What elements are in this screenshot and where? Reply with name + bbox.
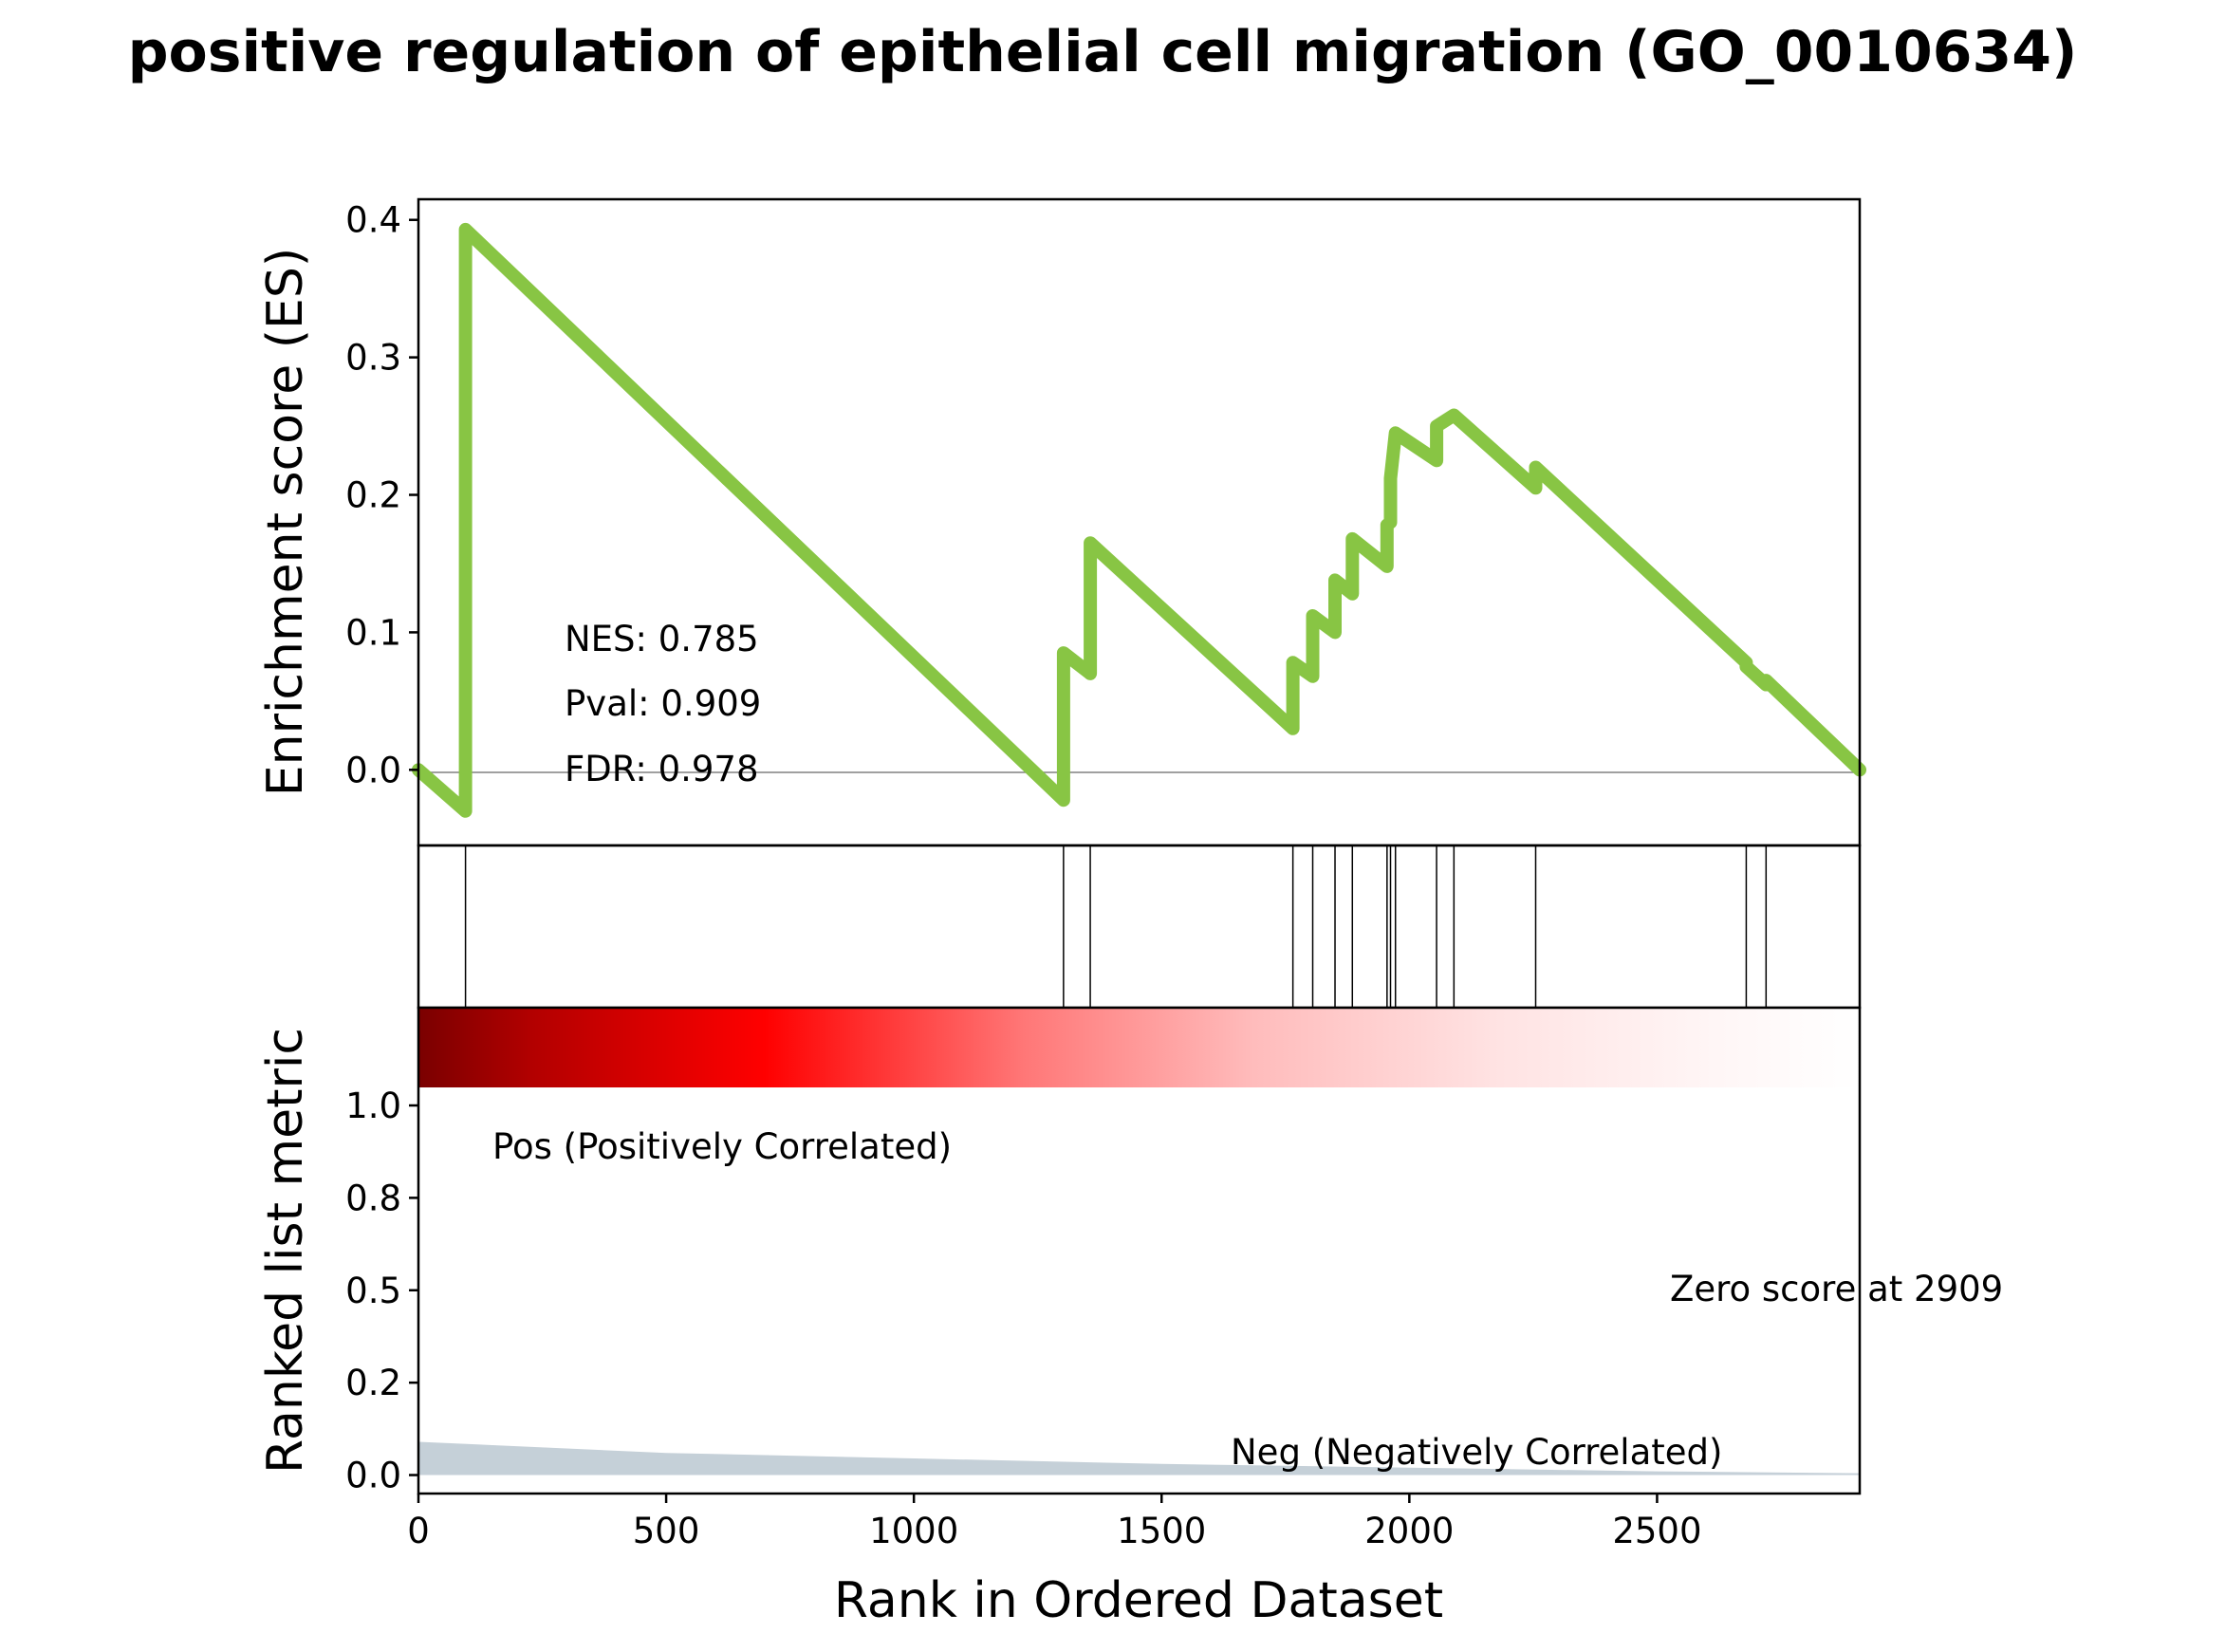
- hit-marks: [464, 845, 1768, 1008]
- es-y-ticks: 0.0 0.1 0.2 0.3 0.4: [345, 200, 418, 790]
- x-ticks: 0 500 1000 1500 2000 2500: [407, 1494, 1702, 1551]
- x-tick-label: 500: [633, 1511, 700, 1551]
- es-y-tick-label: 0.1: [345, 612, 401, 653]
- es-y-tick-label: 0.0: [345, 750, 401, 790]
- pos-label: Pos (Positively Correlated): [492, 1126, 952, 1167]
- rank-panel: 0.0 0.2 0.5 0.8 1.0 Pos (Positively Correlat…: [257, 1006, 2003, 1496]
- hits-panel-frame: [417, 844, 1862, 1010]
- rank-y-ticks: 0.0 0.2 0.5 0.8 1.0: [345, 1086, 418, 1496]
- x-axis-label: Rank in Ordered Dataset: [834, 1572, 1443, 1629]
- pval-annotation: Pval: 0.909: [565, 683, 761, 724]
- es-series-line: [412, 222, 1866, 818]
- neg-label: Neg (Negatively Correlated): [1231, 1432, 1722, 1473]
- es-y-tick-label: 0.2: [345, 475, 401, 516]
- ranked-metric-area: [418, 1441, 1860, 1476]
- hits-panel: [417, 844, 1862, 1010]
- rank-y-tick-label: 0.2: [345, 1363, 401, 1403]
- es-panel: 0.0 0.1 0.2 0.3 0.4 NES: 0.785 Pval: 0.909 F…: [257, 197, 1866, 847]
- x-tick-label: 2000: [1364, 1511, 1454, 1551]
- rank-y-axis-label: Ranked list metric: [257, 1028, 314, 1474]
- zero-score-label: Zero score at 2909: [1670, 1269, 2003, 1309]
- x-tick-label: 1000: [869, 1511, 958, 1551]
- chart-title: positive regulation of epithelial cell m…: [128, 19, 2078, 85]
- x-tick-label: 2500: [1612, 1511, 1701, 1551]
- x-tick-label: 0: [407, 1511, 430, 1551]
- rank-y-tick-label: 0.0: [345, 1456, 401, 1496]
- rank-heatmap-bar: [418, 1008, 1860, 1087]
- fdr-annotation: FDR: 0.978: [565, 749, 759, 789]
- nes-annotation: NES: 0.785: [565, 619, 759, 659]
- es-y-axis-label: Enrichment score (ES): [257, 248, 314, 796]
- es-y-tick-label: 0.4: [345, 200, 401, 241]
- es-y-tick-label: 0.3: [345, 338, 401, 379]
- rank-y-tick-label: 0.5: [345, 1271, 401, 1311]
- x-tick-label: 1500: [1117, 1511, 1206, 1551]
- rank-panel-frame: [417, 1006, 1862, 1495]
- rank-y-tick-label: 1.0: [345, 1086, 401, 1126]
- rank-y-tick-label: 0.8: [345, 1178, 401, 1218]
